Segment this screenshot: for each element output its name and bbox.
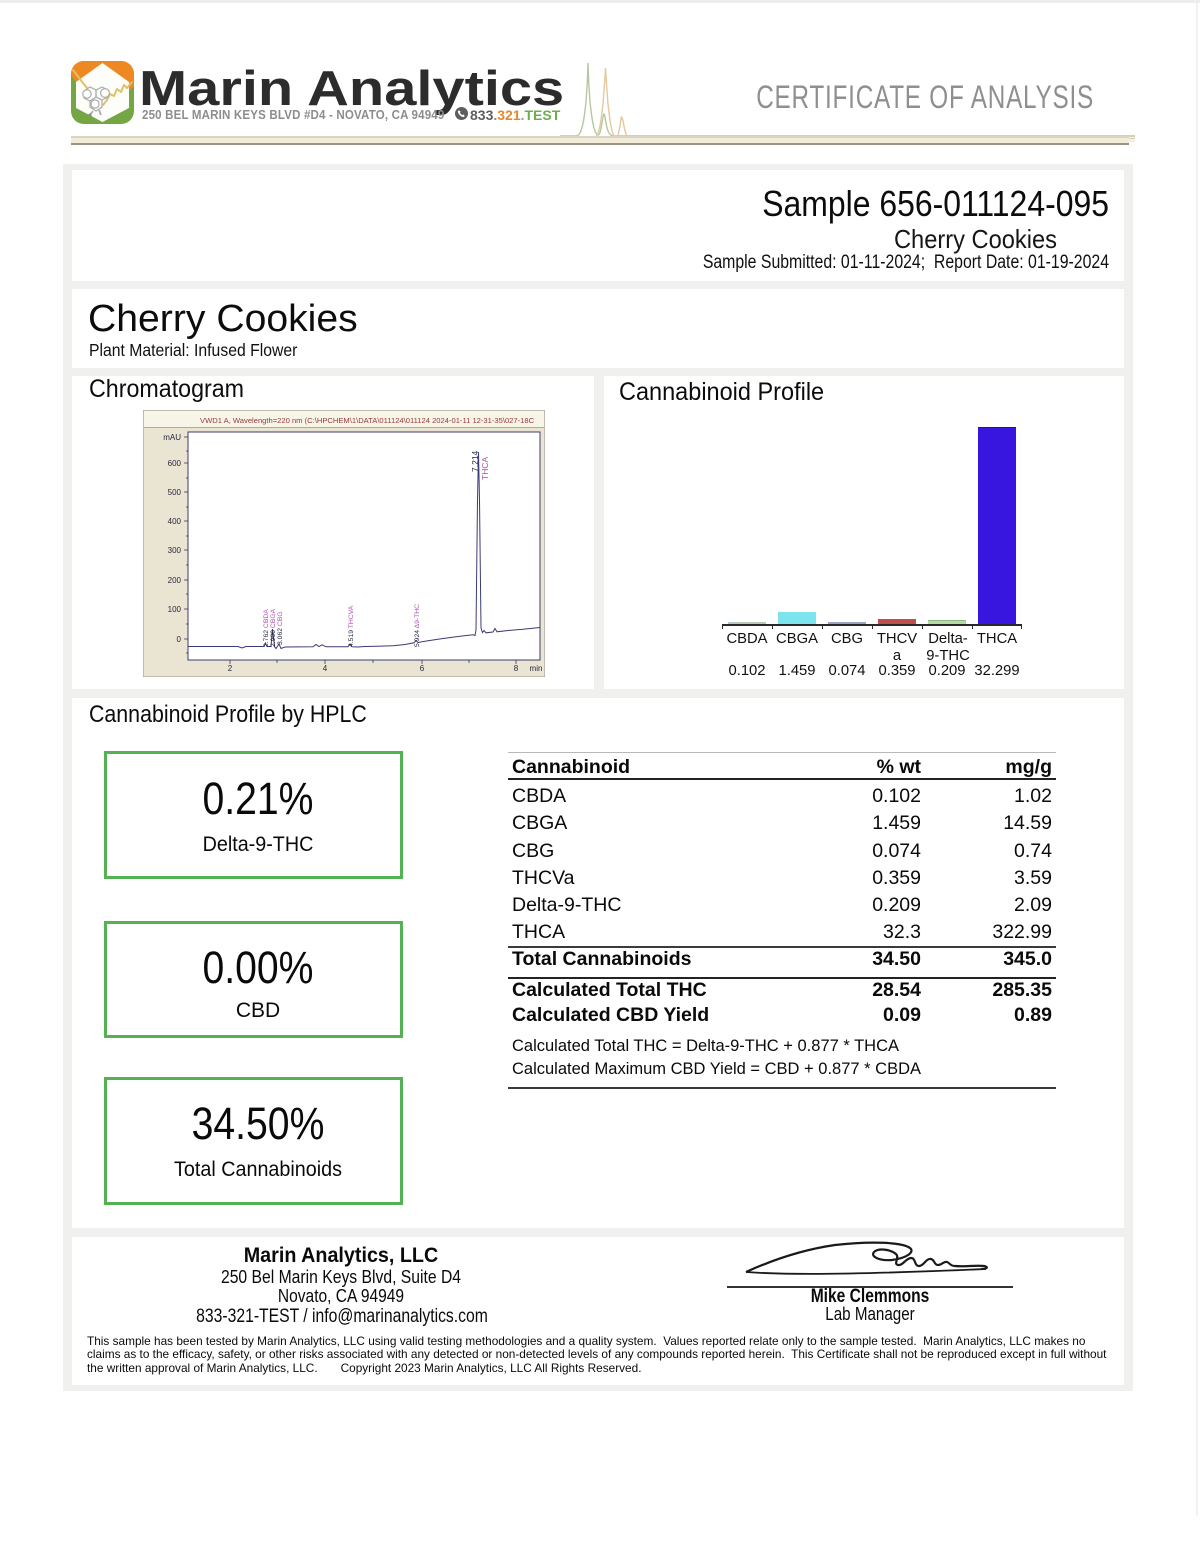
svg-text:7.214: 7.214 xyxy=(470,450,480,472)
svg-text:THCA: THCA xyxy=(480,457,490,480)
svg-text:2.762 CBDA: 2.762 CBDA xyxy=(263,609,270,647)
svg-text:400: 400 xyxy=(168,517,182,526)
svg-text:8: 8 xyxy=(514,664,519,673)
svg-text:VWD1 A, Wavelength=220 nm (C:\: VWD1 A, Wavelength=220 nm (C:\HPCHEM\1\D… xyxy=(200,416,535,425)
svg-text:2: 2 xyxy=(228,664,233,673)
svg-text:3.062 CBG: 3.062 CBG xyxy=(277,611,284,645)
svg-text:2.900 CBGA: 2.900 CBGA xyxy=(270,608,277,647)
svg-text:mAU: mAU xyxy=(163,433,181,442)
svg-text:300: 300 xyxy=(168,546,182,555)
svg-text:4: 4 xyxy=(323,664,328,673)
svg-text:min: min xyxy=(530,664,543,673)
svg-text:6: 6 xyxy=(420,664,425,673)
svg-text:500: 500 xyxy=(168,488,182,497)
svg-text:200: 200 xyxy=(168,576,182,585)
svg-text:4.519 THCVA: 4.519 THCVA xyxy=(348,605,355,647)
svg-text:5.924 Δ9-THC: 5.924 Δ9-THC xyxy=(414,604,421,647)
svg-text:600: 600 xyxy=(168,459,182,468)
svg-text:0: 0 xyxy=(177,635,182,644)
svg-text:100: 100 xyxy=(168,605,182,614)
